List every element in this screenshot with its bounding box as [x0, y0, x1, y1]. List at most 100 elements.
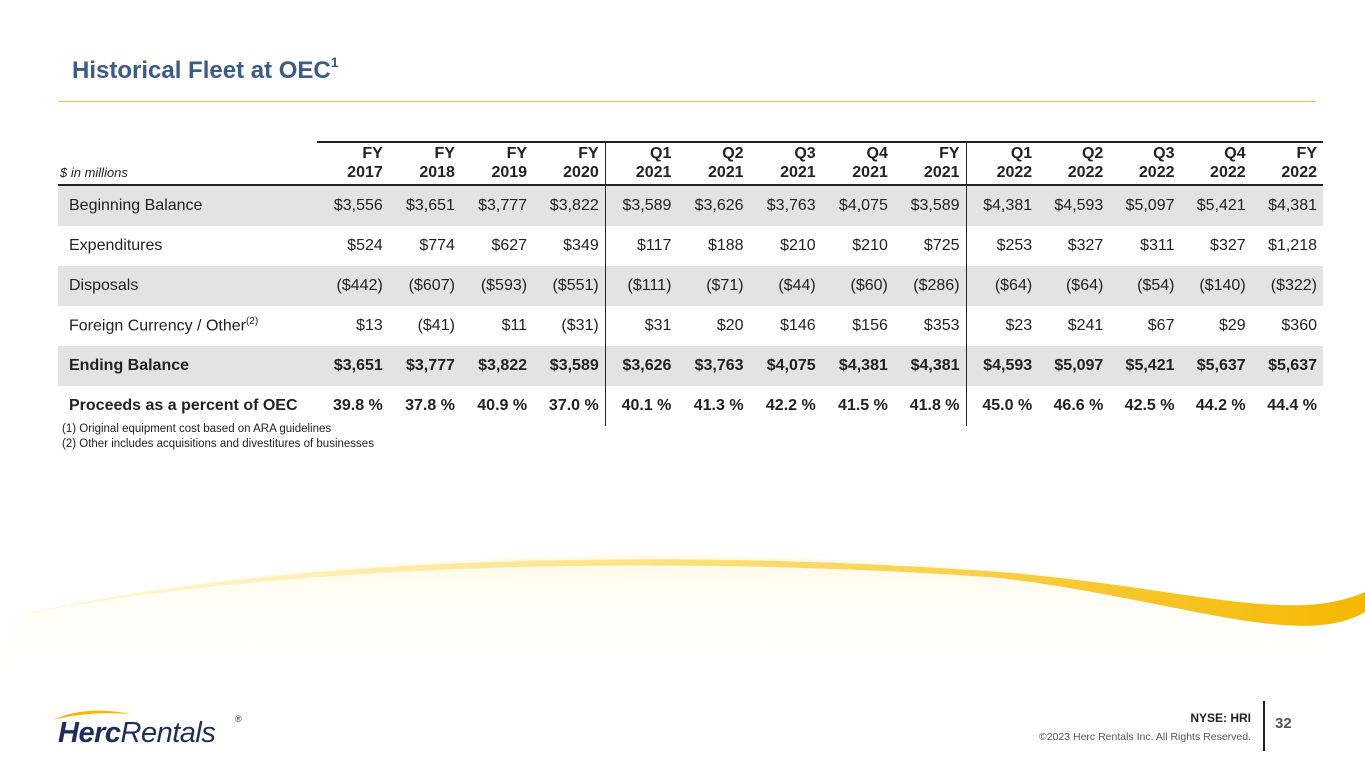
column-header: FY 2017 [316, 141, 389, 186]
table-cell: $4,593 [1038, 185, 1110, 226]
footnote-2: (2) Other includes acquisitions and dive… [62, 438, 374, 450]
table-cell: $349 [563, 237, 599, 254]
title-divider [58, 101, 1316, 102]
table-cell: $4,075 [749, 346, 822, 386]
table-cell: ($64) [1038, 266, 1110, 306]
table-cell: ($31) [561, 317, 599, 334]
column-year: 2022 [1210, 164, 1246, 181]
table-cell: $5,637 [1251, 346, 1323, 386]
table-row: Beginning Balance $3,556 $3,651 $3,777 $3,82… [58, 185, 1323, 226]
table-cell: ($442) [316, 266, 389, 306]
table-cell: 41.5 % [838, 397, 888, 414]
table-cell: 46.6 % [1053, 397, 1104, 414]
logo-wordmark: HercRentals [58, 717, 216, 750]
table-cell: $5,097 [1109, 185, 1181, 226]
column-period: FY [578, 145, 599, 162]
table-cell: $3,822 [533, 185, 606, 226]
table-cell: $3,777 [460, 185, 534, 226]
row-label-text: Expenditures [69, 237, 163, 254]
table-cell: $13 [356, 317, 383, 334]
row-label: Ending Balance [58, 346, 317, 386]
row-label: Proceeds as a percent of OEC [58, 386, 317, 426]
table-cell: $253 [965, 226, 1039, 266]
table-cell: $117 [604, 226, 678, 266]
table-cell: ($322) [1251, 266, 1323, 306]
column-period: Q4 [1224, 145, 1246, 162]
column-year: 2020 [563, 164, 599, 181]
table-cell: $3,651 [316, 346, 389, 386]
column-period: Q2 [1081, 145, 1104, 162]
table-cell: $360 [1281, 317, 1317, 334]
table-cell: $4,593 [965, 346, 1039, 386]
table-cell: $3,589 [533, 346, 606, 386]
table-cell: 45.0 % [965, 386, 1039, 426]
column-year: 2021 [923, 164, 960, 181]
stock-ticker: NYSE: HRI [1190, 711, 1251, 725]
column-year: 2021 [780, 164, 816, 181]
row-label: Expenditures [58, 226, 317, 266]
table-cell: $156 [852, 317, 888, 334]
column-period: FY [434, 145, 455, 162]
table-cell: $3,651 [388, 185, 461, 226]
table-cell: $353 [923, 317, 960, 334]
table-cell: ($140) [1180, 266, 1252, 306]
table-cell: 41.8 % [909, 397, 960, 414]
table-cell: 37.0 % [548, 397, 599, 414]
column-year: 2022 [1281, 164, 1317, 181]
column-header: Q2 2021 [677, 141, 750, 186]
table-cell: 37.8 % [405, 397, 455, 414]
column-header: FY 2022 [1251, 141, 1323, 186]
table-cell: 42.2 % [765, 397, 816, 414]
table-row: Expenditures $524 $774 $627 $349 $117 $188 $210… [58, 226, 1323, 266]
row-label-footnote-marker: (2) [245, 316, 259, 328]
table-body: Beginning Balance $3,556 $3,651 $3,777 $3,82… [58, 185, 1323, 426]
column-year: 2022 [1067, 164, 1104, 181]
table-cell: $146 [780, 317, 816, 334]
table-cell: $210 [852, 237, 888, 254]
table-cell: ($60) [821, 266, 894, 306]
fleet-table: $ in millions FY 2017 FY 2018 FY 2019 FY 2020 Q1… [58, 141, 1323, 426]
table-cell: $67 [1147, 317, 1175, 334]
table-cell: 40.9 % [477, 397, 528, 414]
row-label: Foreign Currency / Other(2) [58, 306, 317, 346]
table-cell: ($286) [893, 266, 967, 306]
row-label: Disposals [58, 266, 317, 306]
footnote-1: (1) Original equipment cost based on ARA… [62, 423, 332, 435]
table-cell: $725 [923, 237, 960, 254]
column-year: 2021 [852, 164, 888, 181]
table-cell: $774 [419, 237, 455, 254]
column-header: Q4 2021 [821, 141, 894, 186]
logo-swoosh-icon [54, 710, 130, 720]
table-header-row: $ in millions FY 2017 FY 2018 FY 2019 FY 2020 Q1… [58, 141, 1323, 186]
table-cell: $241 [1067, 317, 1104, 334]
table-cell: $3,626 [677, 185, 750, 226]
row-label-text: Foreign Currency / Other [69, 317, 246, 335]
copyright-text: ©2023 Herc Rentals Inc. All Rights Reser… [1039, 731, 1251, 743]
column-period: Q4 [866, 145, 888, 162]
table-cell: ($64) [965, 266, 1039, 306]
column-period: Q2 [722, 145, 744, 162]
row-label: Beginning Balance [58, 185, 317, 226]
table-row: Proceeds as a percent of OEC 39.8 % 37.8 %… [58, 386, 1323, 426]
table-cell: $3,626 [604, 346, 678, 386]
table-cell: $4,075 [821, 185, 894, 226]
table-cell: ($111) [604, 266, 678, 306]
table-cell: $4,381 [1251, 185, 1323, 226]
table-cell: $4,381 [821, 346, 894, 386]
table-cell: $31 [604, 306, 678, 346]
table-row: Disposals ($442) ($607) ($593) ($551) ($111)(… [58, 266, 1323, 306]
column-period: Q1 [1010, 145, 1033, 162]
table-cell: $4,381 [893, 346, 967, 386]
column-year: 2017 [347, 164, 383, 181]
table-cell: $29 [1218, 317, 1246, 334]
table-cell: $524 [347, 237, 383, 254]
table-cell: $1,218 [1268, 237, 1317, 254]
column-year: 2018 [419, 164, 455, 181]
slide-title-text: Historical Fleet at OEC [72, 57, 331, 84]
column-year: 2021 [707, 164, 744, 181]
row-label-text: Disposals [69, 277, 139, 294]
table-cell: $5,421 [1180, 185, 1252, 226]
column-period: FY [939, 145, 960, 162]
column-header: FY 2021 [893, 141, 967, 186]
registered-mark: ® [235, 714, 242, 724]
